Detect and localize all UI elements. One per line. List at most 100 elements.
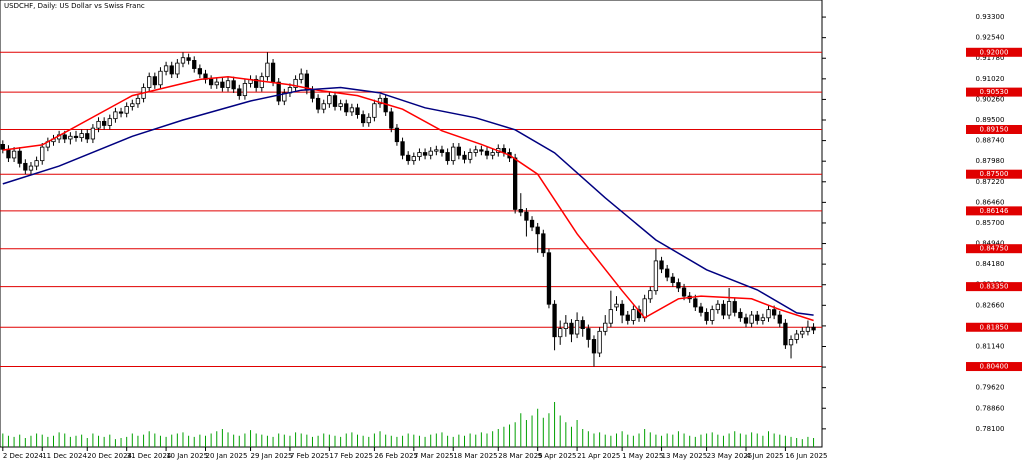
candle-body <box>225 80 231 88</box>
candle-body <box>648 290 653 300</box>
candle-body <box>529 219 535 228</box>
candle-body <box>299 73 304 80</box>
chart-title: USDCHF, Daily: US Dollar vs Swiss Franc <box>4 2 145 10</box>
candle-body <box>0 143 5 150</box>
y-tick-label: 0.91020 <box>976 75 1005 83</box>
candle-body <box>147 76 152 88</box>
candle-body <box>231 80 236 90</box>
candle-body <box>732 301 737 313</box>
moving-average-line <box>2 75 814 322</box>
candle-body <box>439 149 445 153</box>
candle-body <box>175 62 180 75</box>
candle-body <box>68 135 73 140</box>
y-tick-label: 0.84180 <box>976 260 1005 268</box>
candle-body <box>124 106 129 114</box>
x-tick-label: 17 Feb 2025 <box>329 452 373 460</box>
level-label: 0.84750 <box>980 245 1009 253</box>
level-label: 0.83350 <box>980 283 1009 291</box>
candle-body <box>726 301 732 316</box>
candle-body <box>484 150 490 156</box>
candle-body <box>332 95 338 107</box>
candle-body <box>349 107 355 113</box>
candle-body <box>73 135 79 139</box>
level-label: 0.86146 <box>980 207 1009 215</box>
candle-body <box>411 156 416 162</box>
y-tick-label: 0.78860 <box>976 404 1005 412</box>
candle-body <box>800 330 805 335</box>
candle-body <box>197 68 203 75</box>
candle-body <box>766 309 771 319</box>
candle-body <box>721 303 726 316</box>
x-tick-label: 7 Mar 2025 <box>414 452 454 460</box>
y-tick-label: 0.90260 <box>976 95 1005 103</box>
candle-body <box>625 314 630 321</box>
level-label-box <box>966 206 1022 216</box>
plot-frame <box>0 0 823 448</box>
y-tick-label: 0.93300 <box>976 13 1005 21</box>
candle-body <box>490 152 495 156</box>
x-tick-label: 1 May 2025 <box>622 452 663 460</box>
candle-body <box>693 298 698 308</box>
x-tick-label: 20 Dec 2024 <box>87 452 132 460</box>
candle-body <box>372 103 377 118</box>
candle-body <box>710 309 715 321</box>
candle-body <box>389 111 394 129</box>
x-tick-label: 31 Dec 2024 <box>127 452 172 460</box>
candle-body <box>569 322 574 335</box>
candle-body <box>541 233 546 254</box>
candle-body <box>28 165 34 171</box>
candle-body <box>614 303 619 308</box>
x-tick-label: 7 Feb 2025 <box>290 452 329 460</box>
candle-body <box>355 107 360 115</box>
candle-body <box>749 314 754 324</box>
level-label: 0.87500 <box>980 170 1009 178</box>
x-tick-label: 21 Apr 2025 <box>577 452 620 460</box>
y-tick-label: 0.87980 <box>976 157 1005 165</box>
level-label-box <box>966 124 1022 134</box>
candle-body <box>102 120 107 126</box>
candle-body <box>513 157 518 210</box>
candle-body <box>17 150 22 164</box>
candle-body <box>11 150 17 159</box>
candle-body <box>118 111 124 114</box>
candle-body <box>220 81 225 88</box>
y-tick-label: 0.91780 <box>976 54 1005 62</box>
y-tick-label: 0.92540 <box>976 34 1005 42</box>
level-label: 0.89150 <box>980 125 1009 133</box>
candle-body <box>558 328 563 338</box>
candle-body <box>344 103 349 113</box>
level-label-box <box>966 322 1022 332</box>
candle-body <box>715 303 720 311</box>
candle-body <box>107 118 112 126</box>
candle-body <box>377 97 383 105</box>
candle-body <box>208 78 214 86</box>
candle-body <box>6 148 11 159</box>
y-tick-label: 0.78100 <box>976 425 1005 433</box>
candle-body <box>805 326 811 332</box>
candle-body <box>90 127 96 140</box>
candle-body <box>456 146 462 156</box>
x-tick-label: 16 Jun 2025 <box>785 452 827 460</box>
candle-body <box>676 282 681 289</box>
candle-body <box>788 339 794 346</box>
x-tick-label: 20 Jan 2025 <box>206 452 248 460</box>
candle-body <box>310 89 315 99</box>
level-label-box <box>966 87 1022 97</box>
level-label-box <box>966 169 1022 179</box>
candle-body <box>659 260 664 270</box>
x-tick-label: 13 May 2025 <box>662 452 708 460</box>
candle-body <box>552 303 557 338</box>
candle-body <box>738 311 743 319</box>
candle-body <box>293 78 298 88</box>
candle-body <box>135 97 141 105</box>
candle-body <box>169 65 174 75</box>
candle-body <box>237 88 242 97</box>
level-label-box <box>966 244 1022 254</box>
candle-body <box>276 81 281 102</box>
candle-body <box>794 333 799 340</box>
candle-body <box>591 339 597 354</box>
candle-body <box>327 95 332 105</box>
candle-body <box>338 103 343 107</box>
